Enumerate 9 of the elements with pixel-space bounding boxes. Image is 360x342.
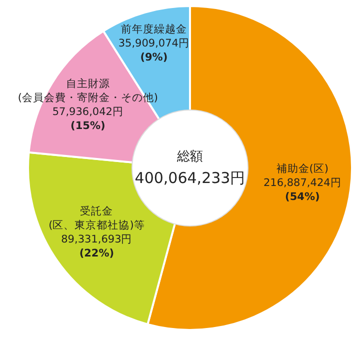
slice-label: 受託金 (区、東京都社協)等 bbox=[48, 204, 145, 232]
slice-label: 前年度繰越金 bbox=[120, 22, 187, 36]
data-label: 35,909,074円 (9%) bbox=[118, 37, 190, 64]
data-label: 216,887,424円 (54%) bbox=[264, 176, 342, 203]
data-label: 89,331,693円 (22%) bbox=[61, 233, 132, 260]
text: 400,064,233円 bbox=[134, 169, 246, 188]
slice-label: 補助金(区) bbox=[276, 162, 329, 175]
data-label: 57,936,042円 (15%) bbox=[52, 106, 124, 132]
text: 総額 bbox=[176, 150, 203, 165]
